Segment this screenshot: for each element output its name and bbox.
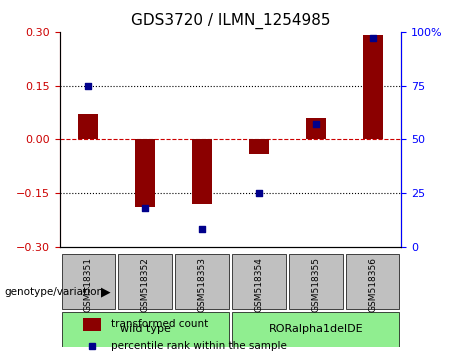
Text: RORalpha1delDE: RORalpha1delDE — [268, 324, 363, 335]
Point — [369, 35, 376, 41]
Text: transformed count: transformed count — [111, 319, 208, 329]
Bar — [363, 35, 383, 139]
FancyBboxPatch shape — [118, 254, 172, 309]
Bar — [306, 118, 326, 139]
Bar — [249, 139, 269, 154]
Bar — [83, 318, 101, 331]
FancyBboxPatch shape — [289, 254, 343, 309]
FancyBboxPatch shape — [232, 254, 286, 309]
Text: GSM518353: GSM518353 — [198, 257, 207, 312]
FancyBboxPatch shape — [175, 254, 229, 309]
Text: GSM518351: GSM518351 — [84, 257, 93, 312]
FancyBboxPatch shape — [232, 312, 399, 347]
Point — [198, 227, 206, 232]
Text: percentile rank within the sample: percentile rank within the sample — [111, 341, 287, 350]
Title: GDS3720 / ILMN_1254985: GDS3720 / ILMN_1254985 — [131, 13, 330, 29]
Text: GSM518356: GSM518356 — [368, 257, 377, 312]
Point — [312, 121, 319, 127]
Bar — [78, 114, 98, 139]
Text: GSM518352: GSM518352 — [141, 257, 150, 312]
Text: wild type: wild type — [120, 324, 171, 335]
Point — [85, 83, 92, 88]
FancyBboxPatch shape — [62, 312, 229, 347]
Point — [255, 190, 263, 196]
Bar — [135, 139, 155, 207]
FancyBboxPatch shape — [62, 254, 115, 309]
FancyBboxPatch shape — [346, 254, 399, 309]
Text: genotype/variation: genotype/variation — [5, 287, 104, 297]
Text: ▶: ▶ — [101, 286, 111, 298]
Text: GSM518354: GSM518354 — [254, 257, 263, 312]
Bar — [192, 139, 212, 204]
Point — [142, 205, 149, 211]
Text: GSM518355: GSM518355 — [311, 257, 320, 312]
